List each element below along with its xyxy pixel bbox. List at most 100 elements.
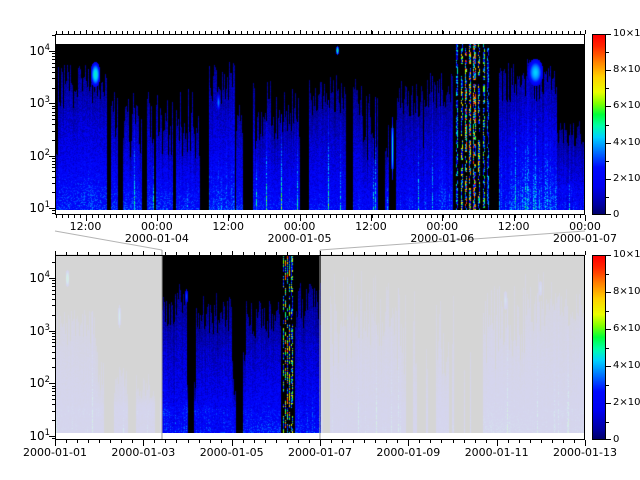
y-axis-major-tick: [49, 436, 55, 437]
y-axis-major-tick: [49, 51, 55, 52]
x-axis-minor-tick: [425, 31, 426, 34]
x-axis-minor-tick: [259, 31, 260, 34]
x-axis-minor-tick: [253, 31, 254, 34]
x-axis-minor-tick: [508, 252, 509, 255]
y-axis-minor-tick: [52, 167, 55, 168]
x-axis-minor-tick: [221, 440, 222, 443]
x-axis-minor-tick: [253, 215, 254, 218]
x-axis-minor-tick: [265, 252, 266, 255]
x-axis-minor-tick: [467, 31, 468, 34]
x-axis-minor-tick: [431, 215, 432, 218]
x-axis-minor-tick: [509, 215, 510, 218]
x-axis-minor-tick: [181, 215, 182, 218]
x-axis-major-tick: [497, 251, 498, 255]
colorbar-tick-label-text: 0: [613, 434, 620, 445]
x-axis-minor-tick: [74, 31, 75, 34]
y-axis-minor-tick: [52, 72, 55, 73]
y-axis-minor-tick: [52, 35, 55, 36]
y-tick-label: 103: [29, 322, 50, 336]
x-axis-major-tick: [442, 30, 443, 34]
x-tick-label-text: 00:00: [426, 220, 459, 233]
x-axis-minor-tick: [199, 31, 200, 34]
x-axis-minor-tick: [384, 215, 385, 218]
x-axis-minor-tick: [533, 215, 534, 218]
x-axis-major-tick: [86, 215, 87, 221]
x-axis-minor-tick: [176, 252, 177, 255]
x-axis-minor-tick: [461, 31, 462, 34]
colorbar-tick-label-text: 6×10: [613, 323, 640, 334]
colorbar-tick-label: 8×107: [613, 287, 640, 297]
y-axis-minor-tick: [52, 352, 55, 353]
x-axis-minor-tick: [430, 252, 431, 255]
x-axis-minor-tick: [509, 31, 510, 34]
y-axis-minor-tick: [52, 411, 55, 412]
x-axis-minor-tick: [318, 215, 319, 218]
x-date-label: 2000-01-03: [111, 447, 175, 458]
x-axis-minor-tick: [527, 215, 528, 218]
x-axis-minor-tick: [508, 440, 509, 443]
x-tick-label-text: 00:00: [569, 220, 601, 233]
x-axis-minor-tick: [193, 215, 194, 218]
x-axis-minor-tick: [298, 440, 299, 443]
x-axis-minor-tick: [419, 440, 420, 443]
x-axis-major-tick: [371, 30, 372, 34]
x-axis-minor-tick: [287, 440, 288, 443]
x-axis-minor-tick: [366, 215, 367, 218]
x-axis-minor-tick: [545, 215, 546, 218]
x-axis-minor-tick: [169, 31, 170, 34]
x-axis-minor-tick: [431, 31, 432, 34]
y-axis-minor-tick: [52, 119, 55, 120]
x-axis-minor-tick: [562, 31, 563, 34]
y-axis-minor-tick: [52, 171, 55, 172]
x-axis-minor-tick: [127, 215, 128, 218]
x-axis-minor-tick: [88, 252, 89, 255]
colorbar-major-tick: [606, 403, 611, 404]
x-axis-major-tick: [585, 30, 586, 34]
x-axis-minor-tick: [56, 31, 57, 34]
x-axis-minor-tick: [563, 440, 564, 443]
colorbar-tick-label: 0: [613, 210, 619, 220]
x-axis-minor-tick: [437, 215, 438, 218]
x-axis-minor-tick: [449, 215, 450, 218]
x-axis-major-tick: [232, 251, 233, 255]
x-date-label: 2000-01-01: [23, 447, 87, 458]
y-axis-minor-tick: [52, 112, 55, 113]
x-axis-minor-tick: [453, 440, 454, 443]
x-axis-minor-tick: [521, 31, 522, 34]
x-axis-major-tick: [442, 215, 443, 221]
x-axis-minor-tick: [56, 215, 57, 218]
y-tick-label: 101: [29, 428, 50, 442]
x-axis-minor-tick: [348, 31, 349, 34]
colorbar-major-tick: [606, 70, 611, 71]
x-axis-minor-tick: [413, 215, 414, 218]
x-axis-minor-tick: [188, 440, 189, 443]
x-axis-major-tick: [514, 215, 515, 221]
y-axis-major-tick: [49, 208, 55, 209]
y-axis-minor-tick: [52, 283, 55, 284]
colorbar-tick-label: 6×107: [613, 324, 640, 334]
y-axis-minor-tick: [52, 290, 55, 291]
x-axis-minor-tick: [475, 252, 476, 255]
colorbar-tick-label-text: 10×10: [613, 28, 640, 39]
x-axis-minor-tick: [127, 31, 128, 34]
y-tick-label-exp: 2: [44, 146, 50, 157]
x-axis-minor-tick: [270, 31, 271, 34]
x-axis-minor-tick: [139, 215, 140, 218]
y-axis-minor-tick: [52, 140, 55, 141]
x-axis-minor-tick: [110, 440, 111, 443]
x-tick-label-text: 00:00: [141, 220, 173, 233]
x-axis-minor-tick: [372, 31, 373, 34]
x-axis-minor-tick: [574, 252, 575, 255]
x-date-label-text: 2000-01-13: [553, 446, 617, 459]
x-axis-minor-tick: [574, 31, 575, 34]
x-tick-label-text: 12:00: [212, 220, 245, 233]
y-axis-minor-tick: [52, 280, 55, 281]
x-tick-label: 00:00: [569, 221, 601, 232]
x-axis-minor-tick: [464, 440, 465, 443]
x-axis-minor-tick: [324, 31, 325, 34]
x-tick-label-text: 00:00: [283, 220, 316, 233]
x-axis-minor-tick: [539, 215, 540, 218]
x-axis-minor-tick: [66, 252, 67, 255]
y-axis-minor-tick: [52, 286, 55, 287]
x-axis-minor-tick: [217, 215, 218, 218]
